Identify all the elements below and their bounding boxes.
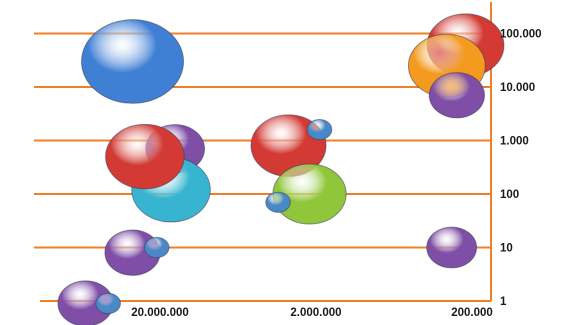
- bubble: [143, 236, 170, 259]
- bubble: [306, 118, 333, 141]
- y-tick-label: 10: [500, 243, 513, 255]
- bubbles: [57, 13, 505, 325]
- y-tick-label: 1: [500, 296, 507, 308]
- bubble: [95, 292, 121, 315]
- x-tick-label: 20.000.000: [131, 307, 189, 319]
- y-tick-label: 10.000: [500, 82, 535, 94]
- x-tick-label: 200.000: [451, 307, 493, 319]
- y-tick-label: 100.000: [500, 29, 542, 41]
- x-tick-label: 2.000.000: [290, 307, 341, 319]
- bubble: [265, 191, 291, 213]
- y-tick-label: 1.000: [500, 136, 529, 148]
- bubble: [426, 226, 478, 269]
- bubble: [81, 19, 185, 104]
- bubble: [105, 123, 185, 190]
- y-tick-label: 100: [500, 189, 519, 201]
- tick-labels: 1 10 100 1.000 10.000 100.000 20.000.000 2.000.…: [131, 29, 541, 320]
- bubble: [428, 72, 485, 119]
